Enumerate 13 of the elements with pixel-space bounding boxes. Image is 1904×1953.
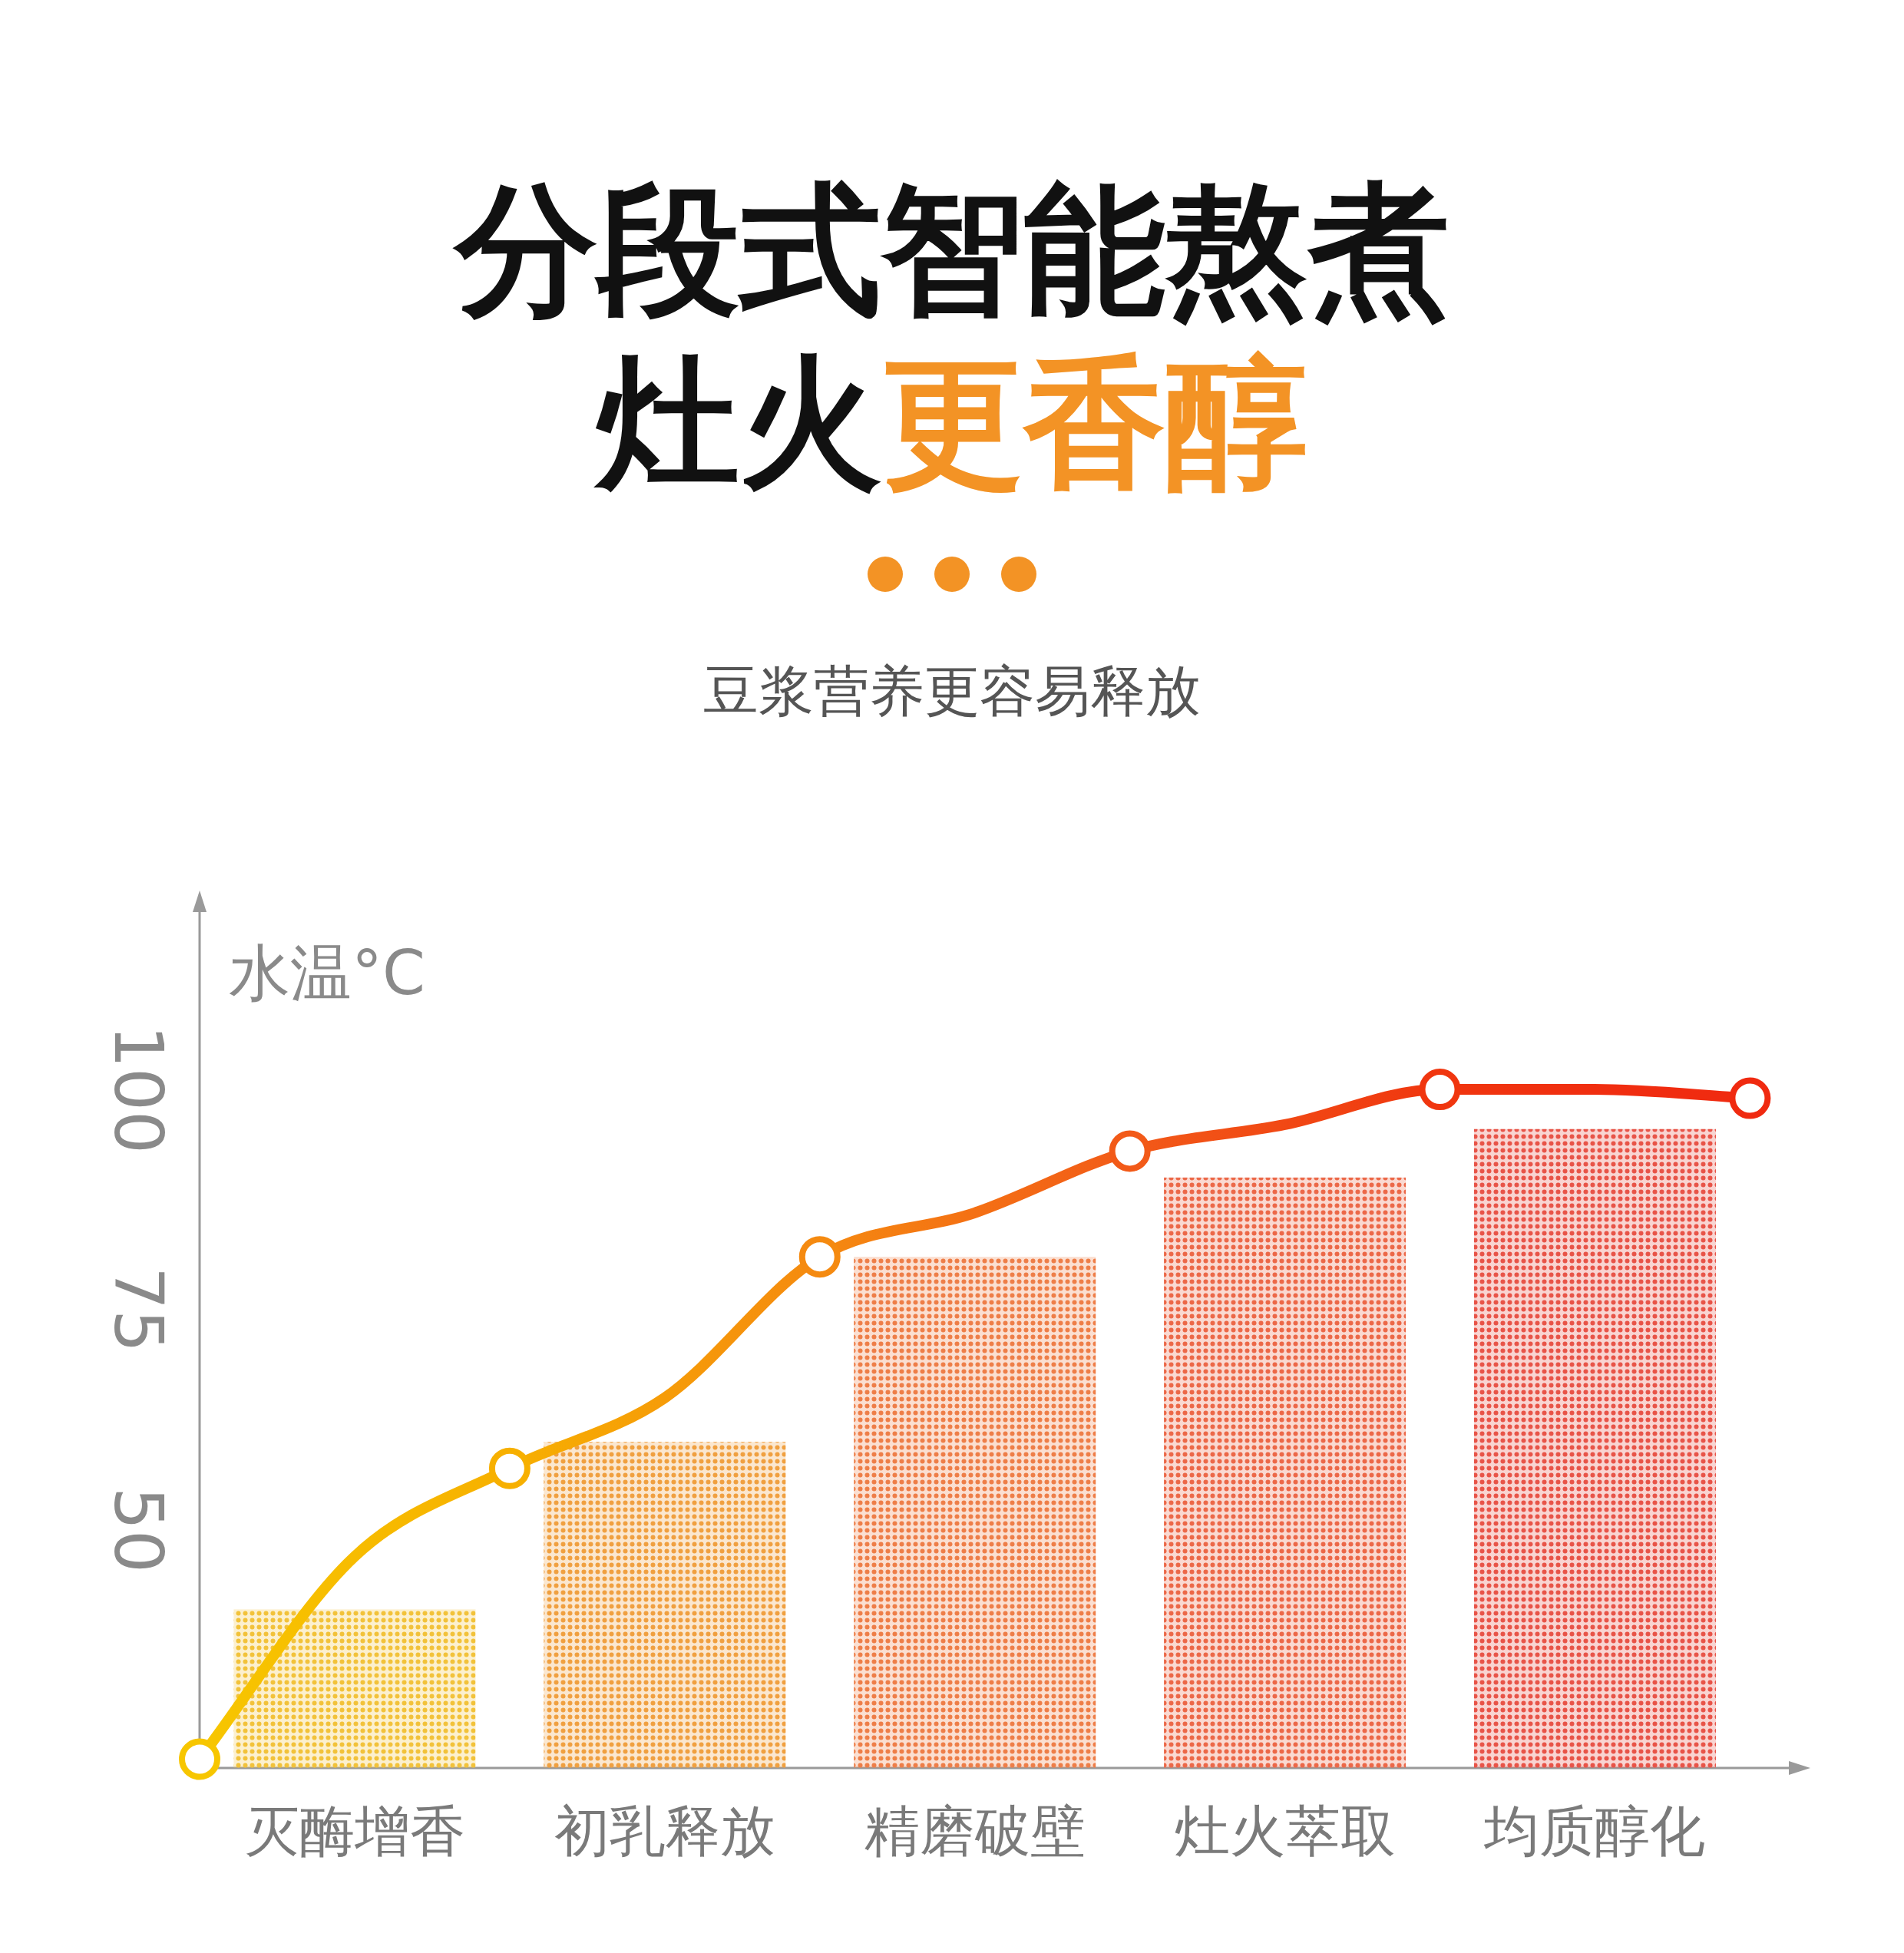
x-tick-label: 灭酶增香 <box>243 1799 465 1863</box>
x-tick-label: 初乳释放 <box>554 1799 775 1863</box>
chart-subtitle: 豆浆营养更容易释放 <box>703 659 1201 723</box>
x-tick-label: 灶火萃取 <box>1174 1799 1396 1863</box>
text: 更香醇 <box>881 340 1307 506</box>
x-tick-label: 精磨破壁 <box>864 1799 1086 1863</box>
text: 灶火 <box>593 340 881 506</box>
y-axis-title: 水温°C <box>229 937 425 1009</box>
x-tick-label: 均质醇化 <box>1483 1799 1706 1863</box>
y-tick-label: 50 <box>99 1487 178 1574</box>
y-tick-label: 100 <box>99 1025 178 1155</box>
chart-title: 分段式智能熬煮 <box>451 167 1449 333</box>
y-tick-label: 75 <box>99 1267 178 1353</box>
